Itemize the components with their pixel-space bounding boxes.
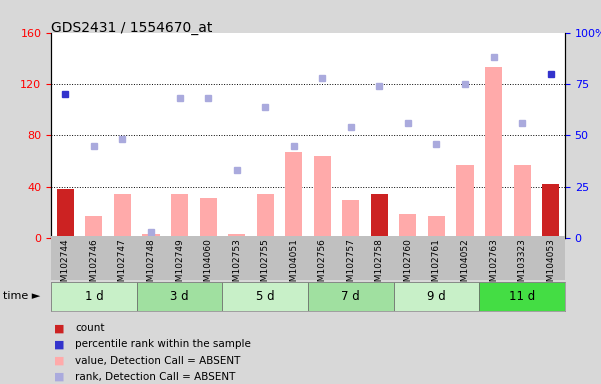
Text: GSM102758: GSM102758 — [375, 238, 384, 293]
Bar — [371, 194, 388, 238]
Bar — [428, 216, 445, 238]
Bar — [485, 67, 502, 238]
Bar — [200, 198, 216, 238]
Text: GSM102756: GSM102756 — [318, 238, 327, 293]
Text: 9 d: 9 d — [427, 290, 446, 303]
Bar — [171, 194, 188, 238]
Text: count: count — [75, 323, 105, 333]
Bar — [394, 282, 479, 311]
Text: GSM104060: GSM104060 — [204, 238, 213, 293]
Text: GSM102748: GSM102748 — [147, 238, 156, 293]
Text: GSM102763: GSM102763 — [489, 238, 498, 293]
Text: GSM104051: GSM104051 — [289, 238, 298, 293]
Text: GDS2431 / 1554670_at: GDS2431 / 1554670_at — [51, 21, 213, 35]
Text: GSM102746: GSM102746 — [90, 238, 99, 293]
Text: 1 d: 1 d — [85, 290, 103, 303]
Text: GSM102757: GSM102757 — [346, 238, 355, 293]
Text: GSM102747: GSM102747 — [118, 238, 127, 293]
Bar — [542, 184, 559, 238]
Bar — [136, 282, 222, 311]
Text: 3 d: 3 d — [170, 290, 189, 303]
Text: GSM102753: GSM102753 — [232, 238, 241, 293]
Text: GSM102760: GSM102760 — [403, 238, 412, 293]
Text: GSM102749: GSM102749 — [175, 238, 184, 293]
Bar — [399, 214, 416, 238]
Bar — [85, 216, 102, 238]
Bar — [456, 165, 474, 238]
Text: ■: ■ — [54, 339, 64, 349]
Bar — [56, 189, 74, 238]
Text: GSM103323: GSM103323 — [517, 238, 526, 293]
Text: GSM102761: GSM102761 — [432, 238, 441, 293]
Text: percentile rank within the sample: percentile rank within the sample — [75, 339, 251, 349]
Text: GSM104052: GSM104052 — [460, 238, 469, 293]
Text: 7 d: 7 d — [341, 290, 360, 303]
Bar — [142, 234, 159, 238]
Bar — [114, 194, 131, 238]
Text: rank, Detection Call = ABSENT: rank, Detection Call = ABSENT — [75, 372, 236, 382]
Text: 5 d: 5 d — [256, 290, 275, 303]
Bar — [308, 282, 394, 311]
Bar — [51, 282, 136, 311]
Bar — [479, 282, 565, 311]
Bar — [228, 234, 245, 238]
Text: ■: ■ — [54, 356, 64, 366]
Text: value, Detection Call = ABSENT: value, Detection Call = ABSENT — [75, 356, 240, 366]
Text: time ►: time ► — [3, 291, 40, 301]
Text: ■: ■ — [54, 372, 64, 382]
Text: GSM104053: GSM104053 — [546, 238, 555, 293]
Text: GSM102744: GSM102744 — [61, 238, 70, 293]
Text: 11 d: 11 d — [509, 290, 535, 303]
Bar — [285, 152, 302, 238]
Text: ■: ■ — [54, 323, 64, 333]
Bar — [257, 194, 273, 238]
Bar — [513, 165, 531, 238]
Bar — [222, 282, 308, 311]
Text: GSM102755: GSM102755 — [261, 238, 270, 293]
Bar — [314, 156, 331, 238]
Bar — [342, 200, 359, 238]
